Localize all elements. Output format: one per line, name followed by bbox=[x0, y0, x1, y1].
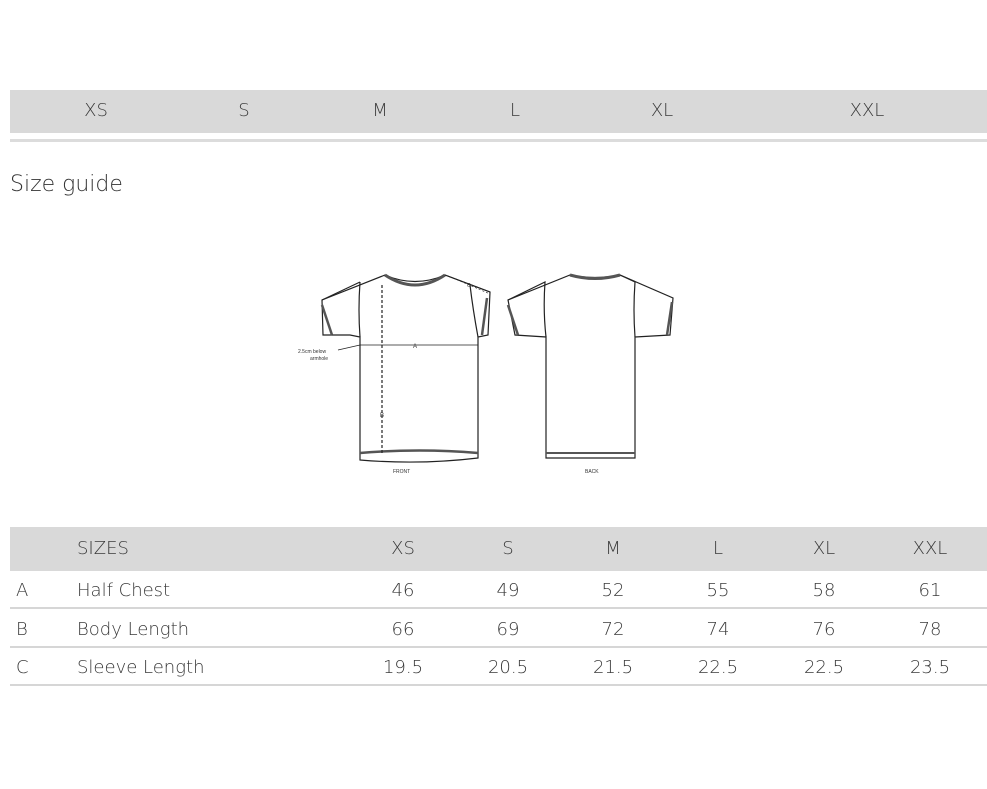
col-header-l: L bbox=[712, 538, 724, 559]
front-label: FRONT bbox=[393, 469, 410, 475]
col-header-m: M bbox=[605, 538, 621, 559]
divider bbox=[10, 139, 987, 142]
row-name: Sleeve Length bbox=[77, 657, 205, 678]
col-header-xl: XL bbox=[812, 538, 836, 559]
row-divider bbox=[10, 684, 987, 686]
row-code: C bbox=[16, 657, 29, 678]
row-value: 61 bbox=[918, 580, 942, 601]
row-divider bbox=[10, 646, 987, 648]
col-header-s: S bbox=[502, 538, 514, 559]
row-value: 74 bbox=[706, 619, 730, 640]
row-value: 22.5 bbox=[697, 657, 739, 678]
sizes-header: SIZES bbox=[77, 538, 129, 559]
tshirt-front-drawing bbox=[320, 273, 491, 463]
armhole-note-2: armhole bbox=[310, 356, 328, 362]
row-value: 78 bbox=[918, 619, 942, 640]
row-name: Half Chest bbox=[77, 580, 171, 601]
armhole-note: 2.5cm below bbox=[298, 349, 326, 355]
row-value: 22.5 bbox=[803, 657, 845, 678]
row-value: 19.5 bbox=[382, 657, 424, 678]
col-header-xxl: XXL bbox=[912, 538, 948, 559]
size-option-xxl[interactable]: XXL bbox=[849, 100, 885, 121]
row-value: 52 bbox=[601, 580, 625, 601]
row-value: 72 bbox=[601, 619, 625, 640]
row-value: 49 bbox=[496, 580, 520, 601]
size-selector-bar bbox=[10, 90, 987, 133]
tshirt-back-drawing bbox=[506, 273, 674, 459]
row-code: A bbox=[16, 580, 29, 601]
size-option-s[interactable]: S bbox=[238, 100, 250, 121]
col-header-xs: XS bbox=[391, 538, 415, 559]
row-divider bbox=[10, 607, 987, 609]
row-value: 69 bbox=[496, 619, 520, 640]
page-title: Size guide bbox=[10, 172, 123, 197]
row-value: 21.5 bbox=[592, 657, 634, 678]
chest-marker: A bbox=[413, 344, 417, 350]
tshirt-diagram: A B C 2.5cm below armhole FRONT BACK bbox=[298, 273, 674, 475]
row-value: 20.5 bbox=[487, 657, 529, 678]
row-code: B bbox=[16, 619, 28, 640]
row-value: 66 bbox=[391, 619, 415, 640]
back-label: BACK bbox=[585, 469, 599, 475]
size-option-l[interactable]: L bbox=[509, 100, 521, 121]
row-value: 58 bbox=[812, 580, 836, 601]
sleeve-marker: C bbox=[467, 283, 471, 289]
size-option-xs[interactable]: XS bbox=[84, 100, 108, 121]
length-marker: B bbox=[380, 413, 384, 419]
size-option-xl[interactable]: XL bbox=[650, 100, 674, 121]
row-value: 55 bbox=[706, 580, 730, 601]
row-value: 76 bbox=[812, 619, 836, 640]
row-value: 46 bbox=[391, 580, 415, 601]
row-name: Body Length bbox=[77, 619, 190, 640]
row-value: 23.5 bbox=[909, 657, 951, 678]
size-option-m[interactable]: M bbox=[372, 100, 388, 121]
size-table-header bbox=[10, 527, 987, 571]
